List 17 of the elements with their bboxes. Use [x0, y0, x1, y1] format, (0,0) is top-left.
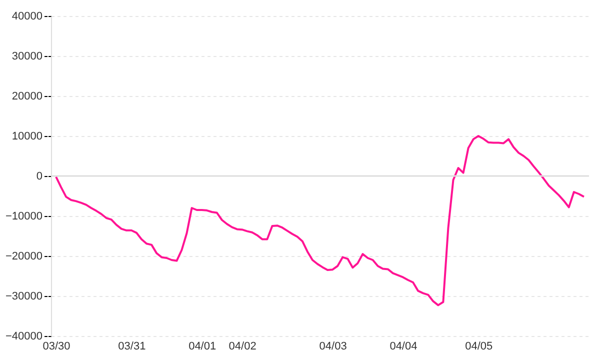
y-tick-label: −10000 — [5, 210, 42, 222]
y-tick-label: 40000 — [12, 10, 42, 22]
y-tick-label: −30000 — [5, 290, 42, 302]
x-tick-label: 03/30 — [42, 340, 70, 352]
y-tick-label: 0 — [36, 170, 42, 182]
x-tick-label: 04/02 — [228, 340, 256, 352]
x-tick-label: 03/31 — [118, 340, 146, 352]
y-tick-label: 30000 — [12, 50, 42, 62]
y-tick-label: 20000 — [12, 90, 42, 102]
y-tick-label: −40000 — [5, 330, 42, 342]
x-tick-label: 04/03 — [319, 340, 347, 352]
y-tick-label: 10000 — [12, 130, 42, 142]
x-tick-label: 04/04 — [390, 340, 418, 352]
y-tick-label: −20000 — [5, 250, 42, 262]
x-tick-label: 04/05 — [465, 340, 493, 352]
x-tick-label: 04/01 — [188, 340, 216, 352]
line-series — [55, 135, 585, 306]
